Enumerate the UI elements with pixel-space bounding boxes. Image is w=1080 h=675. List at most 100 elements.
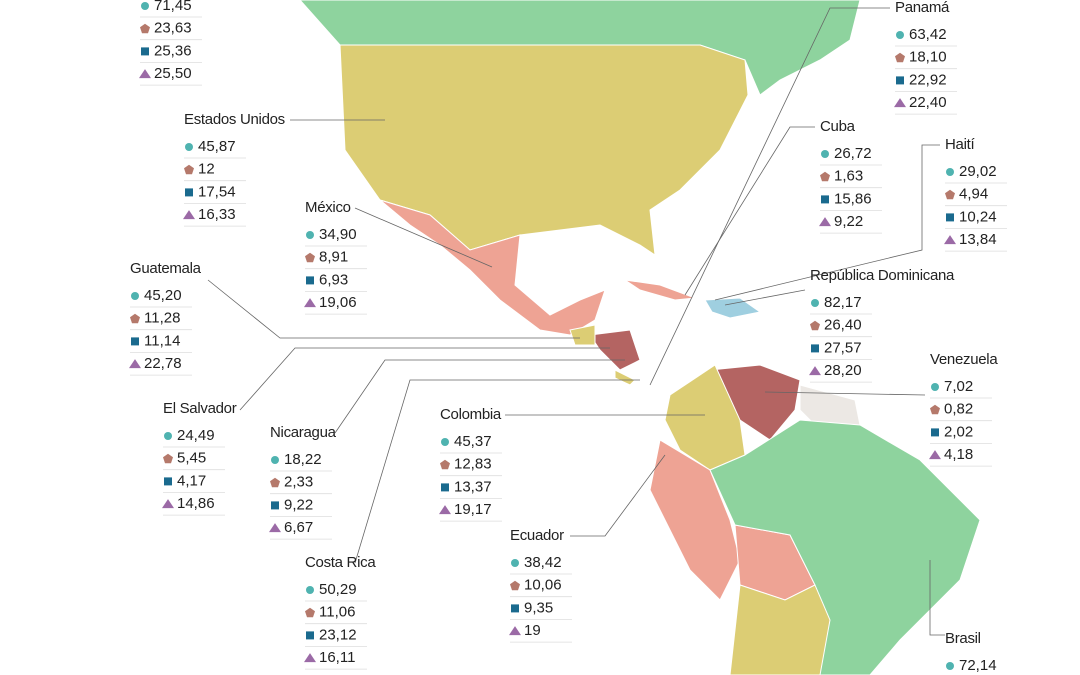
country-name: Panamá <box>895 0 950 16</box>
country-name: Brasil <box>945 630 981 647</box>
value: 10,06 <box>524 577 562 594</box>
value: 22,40 <box>909 94 947 111</box>
value: 12 <box>198 161 215 178</box>
country-block: Costa Rica 50,29 11,06 23,12 16,11 <box>304 554 377 670</box>
icon-pentagon <box>440 459 450 470</box>
leader-line <box>649 7 890 386</box>
central-america <box>589 329 641 371</box>
value: 4,17 <box>177 472 206 489</box>
icon-circle <box>511 559 519 567</box>
value: 6,93 <box>319 271 348 288</box>
value: 19,06 <box>319 294 357 311</box>
country-block: Estados Unidos 45,87 12 17,54 16,33 <box>183 111 285 227</box>
value: 19,17 <box>454 501 492 518</box>
value: 5,45 <box>177 450 206 467</box>
icon-pentagon <box>305 252 315 263</box>
country-block: Colombia 45,37 12,83 13,37 19,17 <box>439 406 502 522</box>
icon-square <box>185 188 193 197</box>
hispaniola <box>704 297 762 319</box>
icon-circle <box>821 150 829 158</box>
value: 10,24 <box>959 208 997 225</box>
icon-pentagon <box>820 171 830 182</box>
value: 71,45 <box>154 0 192 14</box>
value: 25,50 <box>154 65 192 82</box>
icon-pentagon <box>163 453 173 464</box>
icon-triangle <box>509 626 521 636</box>
value: 24,49 <box>177 427 215 444</box>
value: 25,36 <box>154 42 192 59</box>
value: 13,37 <box>454 478 492 495</box>
value: 23,63 <box>154 20 192 37</box>
value: 7,02 <box>944 378 973 395</box>
icon-triangle <box>819 217 831 227</box>
icon-pentagon <box>130 313 140 324</box>
icon-square <box>141 47 149 56</box>
country-name: Venezuela <box>930 351 998 368</box>
country-block: Panamá 63,42 18,10 22,92 22,40 <box>894 0 957 115</box>
map-shapes <box>299 0 981 675</box>
value: 22,92 <box>909 71 947 88</box>
central-america-south <box>569 324 636 386</box>
value: 26,40 <box>824 317 862 334</box>
value: 29,02 <box>959 163 997 180</box>
icon-circle <box>946 662 954 670</box>
leader-line <box>207 279 580 339</box>
country-block: El Salvador 24,49 5,45 4,17 14,86 <box>162 400 237 516</box>
value: 2,02 <box>944 423 973 440</box>
icon-square <box>441 483 449 492</box>
icon-triangle <box>944 235 956 245</box>
icon-circle <box>931 383 939 391</box>
icon-triangle <box>929 450 941 460</box>
value: 45,20 <box>144 287 182 304</box>
country-block: República Dominicana 82,17 26,40 27,57 28,20 <box>809 267 955 383</box>
icon-square <box>306 276 314 285</box>
country-name: Nicaragua <box>270 424 337 441</box>
value: 18,22 <box>284 451 322 468</box>
icon-pentagon <box>510 580 520 591</box>
value: 12,83 <box>454 456 492 473</box>
value: 16,33 <box>198 206 236 223</box>
value: 1,63 <box>834 168 863 185</box>
value: 6,67 <box>284 519 313 536</box>
value: 17,54 <box>198 183 236 200</box>
country-name: República Dominicana <box>810 267 955 284</box>
icon-circle <box>441 438 449 446</box>
icon-pentagon <box>930 404 940 415</box>
value: 82,17 <box>824 294 862 311</box>
icon-circle <box>141 2 149 10</box>
country-name: Costa Rica <box>305 554 376 571</box>
icon-circle <box>271 456 279 464</box>
value: 16,11 <box>319 649 355 666</box>
value: 26,72 <box>834 145 872 162</box>
value: 4,18 <box>944 446 973 463</box>
icon-triangle <box>139 69 151 79</box>
leader-line <box>354 207 493 268</box>
mexico <box>379 199 606 336</box>
value: 9,22 <box>284 496 313 513</box>
icon-square <box>931 428 939 437</box>
icon-circle <box>306 586 314 594</box>
icon-triangle <box>809 366 821 376</box>
icon-square <box>811 344 819 353</box>
icon-triangle <box>269 523 281 533</box>
icon-square <box>164 477 172 486</box>
country-block: Nicaragua 18,22 2,33 9,22 6,67 <box>269 424 337 540</box>
value: 45,37 <box>454 433 492 450</box>
icon-circle <box>306 231 314 239</box>
country-block: Brasil 72,14 <box>945 630 997 674</box>
country-block: Guatemala 45,20 11,28 11,14 22,78 <box>129 260 202 376</box>
value: 0,82 <box>944 401 973 418</box>
icon-circle <box>185 143 193 151</box>
icon-triangle <box>894 98 906 108</box>
value: 11,14 <box>144 332 180 349</box>
value: 9,35 <box>524 599 553 616</box>
value: 8,91 <box>319 249 348 266</box>
brazil <box>709 419 981 675</box>
icon-triangle <box>304 298 316 308</box>
icon-pentagon <box>270 477 280 488</box>
value: 18,10 <box>909 49 947 66</box>
leader-line <box>714 144 940 301</box>
leader-line <box>724 289 806 306</box>
country-block: Cuba 26,72 1,63 15,86 9,22 <box>819 118 882 234</box>
icon-pentagon <box>184 164 194 175</box>
